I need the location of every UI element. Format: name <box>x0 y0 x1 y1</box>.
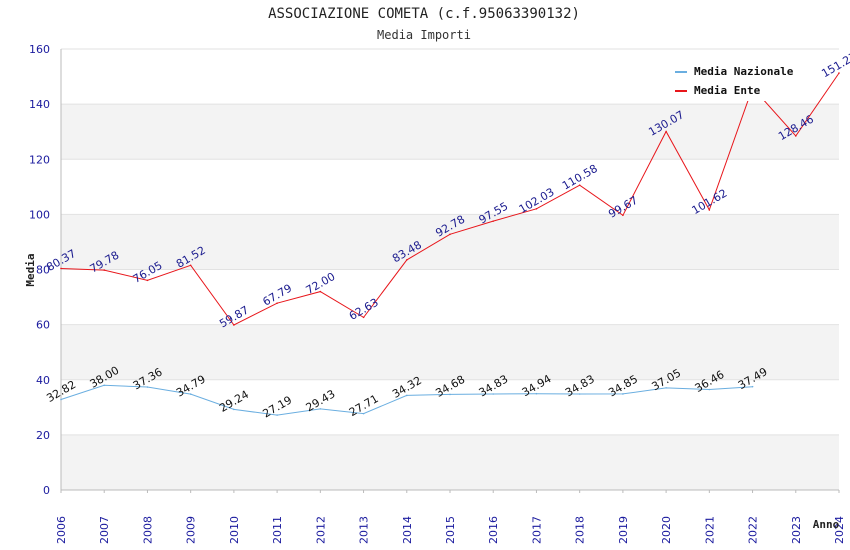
data-point <box>665 130 667 133</box>
data-point <box>578 393 581 395</box>
x-axis-label: Anno <box>813 518 840 531</box>
legend-label: Media Ente <box>694 84 761 97</box>
y-tick-label: 140 <box>29 98 50 111</box>
x-tick-label: 2019 <box>617 516 630 544</box>
x-tick-label: 2022 <box>747 516 760 544</box>
x-tick-label: 2014 <box>401 516 414 544</box>
data-point <box>665 387 667 389</box>
data-point <box>578 184 581 187</box>
x-tick-label: 2015 <box>444 516 457 544</box>
data-point <box>233 408 235 411</box>
data-point <box>492 220 495 222</box>
x-tick-label: 2012 <box>314 516 327 544</box>
band <box>61 214 839 270</box>
data-point <box>535 392 538 395</box>
series-lines <box>60 72 840 416</box>
band <box>61 104 839 160</box>
chart-subtitle: Media Importi <box>377 28 471 42</box>
y-axis-ticks: 0 20 40 60 80 100 120 140 160 <box>29 43 50 497</box>
x-tick-label: 2023 <box>790 516 803 544</box>
y-tick-label: 60 <box>36 319 50 332</box>
legend-box <box>668 59 808 101</box>
band <box>61 269 839 325</box>
data-point <box>276 414 278 416</box>
data-point <box>60 267 62 270</box>
x-tick-label: 2017 <box>530 516 543 544</box>
x-tick-label: 2016 <box>487 516 500 544</box>
data-point <box>708 388 711 391</box>
x-tick-label: 2006 <box>55 516 68 544</box>
band <box>61 159 839 215</box>
data-point <box>449 393 451 396</box>
x-tick-label: 2010 <box>228 516 241 544</box>
data-point <box>622 393 624 395</box>
y-tick-label: 0 <box>43 484 50 497</box>
y-tick-label: 20 <box>36 429 50 442</box>
x-tick-label: 2021 <box>703 516 716 544</box>
data-point <box>794 135 797 137</box>
data-point <box>449 233 451 236</box>
data-point <box>708 209 711 211</box>
y-tick-label: 40 <box>36 374 50 387</box>
y-tick-label: 120 <box>29 153 50 166</box>
y-tick-label: 100 <box>29 208 50 221</box>
data-point <box>276 302 278 304</box>
data-point <box>60 398 62 401</box>
x-tick-label: 2020 <box>660 516 673 544</box>
data-point <box>189 393 192 395</box>
data-point <box>233 324 235 326</box>
data-point <box>146 386 149 388</box>
band <box>61 324 839 380</box>
x-tick-label: 2011 <box>271 516 284 544</box>
data-point <box>492 393 495 395</box>
data-point <box>405 259 408 261</box>
legend-label: Media Nazionale <box>694 65 794 78</box>
data-point <box>319 290 322 293</box>
data-point <box>319 408 322 410</box>
data-point <box>103 384 106 387</box>
data-point <box>362 412 365 415</box>
y-axis-label: Media <box>24 253 37 286</box>
band <box>61 434 839 490</box>
data-point <box>146 279 149 282</box>
x-tick-label: 2007 <box>98 516 111 544</box>
data-point <box>751 385 754 388</box>
data-point <box>838 72 840 74</box>
x-axis-ticks: 2006 2007 2008 2009 2010 2011 2012 2013 2014 2015… <box>55 490 846 544</box>
chart-title: ASSOCIAZIONE COMETA (c.f.95063390132) <box>268 6 580 22</box>
y-tick-label: 80 <box>36 264 50 277</box>
x-tick-label: 2008 <box>141 516 154 544</box>
x-tick-label: 2024 <box>833 516 846 544</box>
y-tick-label: 160 <box>29 43 50 56</box>
data-point <box>103 269 106 271</box>
x-tick-label: 2009 <box>185 516 198 544</box>
x-tick-label: 2013 <box>358 516 371 544</box>
x-tick-label: 2018 <box>574 516 587 544</box>
data-point <box>362 316 365 319</box>
legend: Media Nazionale Media Ente <box>668 59 808 101</box>
data-point <box>405 394 408 397</box>
data-point <box>622 214 624 217</box>
data-point <box>189 264 192 267</box>
data-point <box>535 207 538 210</box>
